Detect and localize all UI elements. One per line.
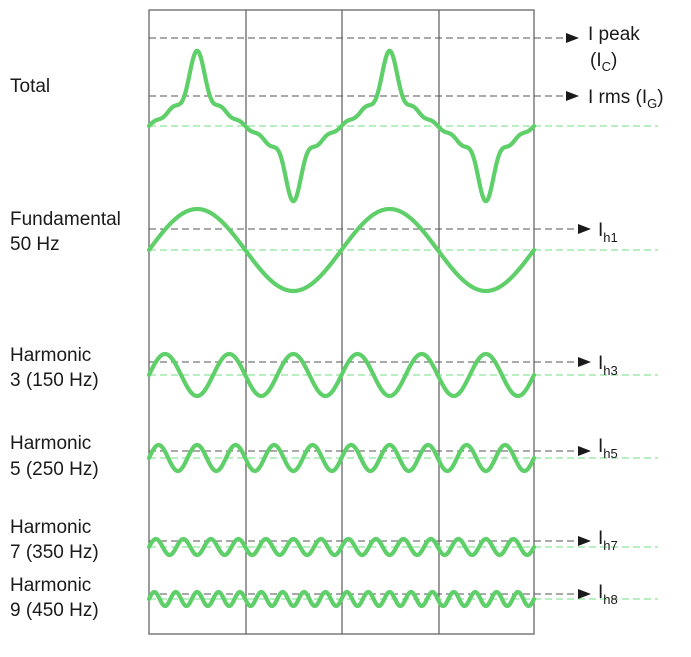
label-harmonic-3: Harmonic <box>10 345 91 366</box>
label-harmonic-5: Harmonic <box>10 433 91 454</box>
waveform-harmonic-250 <box>146 442 537 474</box>
ih5-main: I <box>598 436 603 457</box>
label-ih3: Ih3 <box>598 353 618 378</box>
peak-close: ) <box>611 50 617 71</box>
label-ih1: Ih1 <box>598 220 618 245</box>
ih8-sub: h8 <box>603 592 617 607</box>
waveform-fundamental <box>146 206 537 294</box>
waveform-total <box>146 48 537 204</box>
guide-row-2-arrowhead <box>578 357 591 367</box>
label-fundamental-freq: 50 Hz <box>10 234 60 255</box>
waveform-harmonic-450 <box>146 589 537 609</box>
ih8-main: I <box>598 582 603 603</box>
guide-row-5-arrowhead <box>578 589 591 599</box>
guide-i-rms-arrowhead <box>566 91 579 101</box>
row-labels: Total Fundamental 50 Hz Harmonic 3 (150 … <box>10 76 121 621</box>
ih7-main: I <box>598 528 603 549</box>
label-harmonic-7-freq: 7 (350 Hz) <box>10 542 99 563</box>
label-harmonic-9-freq: 9 (450 Hz) <box>10 600 99 621</box>
peak-sub: C <box>602 59 611 74</box>
plot-frame <box>148 9 535 635</box>
label-i-peak: I peak <box>588 24 640 45</box>
waveforms <box>146 48 537 609</box>
rms-sub: G <box>647 96 657 111</box>
ih3-main: I <box>598 353 603 374</box>
ih3-sub: h3 <box>603 363 617 378</box>
ih7-sub: h7 <box>603 538 617 553</box>
ih1-sub: h1 <box>603 230 617 245</box>
peak-open: (I <box>590 50 602 71</box>
waveform-harmonic-150 <box>146 351 537 399</box>
label-ih7: Ih7 <box>598 528 618 553</box>
waveform-harmonic-350 <box>146 536 537 558</box>
ih5-sub: h5 <box>603 446 617 461</box>
guide-row-4-arrowhead <box>578 536 591 546</box>
arrow-heads <box>566 33 591 599</box>
reference-guides <box>149 37 578 595</box>
label-ih8: Ih8 <box>598 582 618 607</box>
label-i-peak-symbol: (IC) <box>590 50 617 74</box>
label-ih5: Ih5 <box>598 436 618 461</box>
guide-row-3-arrowhead <box>578 446 591 456</box>
label-i-rms: I rms (IG) <box>588 87 664 111</box>
label-harmonic-3-freq: 3 (150 Hz) <box>10 370 99 391</box>
ih1-main: I <box>598 220 603 241</box>
rms-text: I rms (I <box>588 87 647 108</box>
rms-close: ) <box>657 87 663 108</box>
arrow-labels: I peak (IC) I rms (IG) Ih1 Ih3 Ih5 Ih7 I… <box>588 24 664 607</box>
label-harmonic-9: Harmonic <box>10 575 91 596</box>
label-total: Total <box>10 76 50 97</box>
label-harmonic-7: Harmonic <box>10 517 91 538</box>
label-harmonic-5-freq: 5 (250 Hz) <box>10 459 99 480</box>
label-fundamental: Fundamental <box>10 209 121 230</box>
guide-i-peak-arrowhead <box>566 33 579 43</box>
guide-row-1-arrowhead <box>578 224 591 234</box>
